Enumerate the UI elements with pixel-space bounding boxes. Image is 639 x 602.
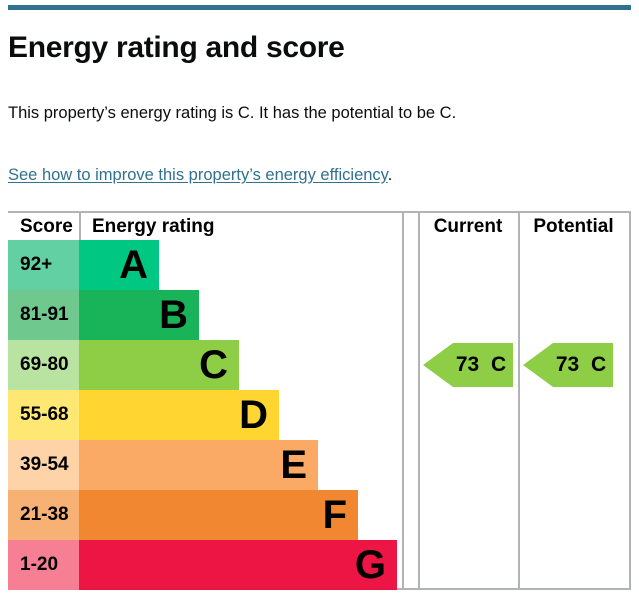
band-bar: D <box>79 390 279 440</box>
current-column-divider <box>418 213 420 588</box>
epc-chart: Score Energy rating Current Potential 92… <box>8 211 631 590</box>
link-suffix: . <box>387 166 393 184</box>
band-letter: D <box>239 393 268 437</box>
band-row: 1-20 G <box>8 540 402 590</box>
band-row: 39-54 E <box>8 440 402 490</box>
band-score-cell: 39-54 <box>8 440 79 490</box>
chart-header: Score Energy rating Current Potential <box>8 213 629 240</box>
band-score-label: 1-20 <box>20 554 59 575</box>
current-rating-label: 73 C <box>455 353 507 376</box>
summary-text: This property’s energy rating is C. It h… <box>8 104 457 122</box>
page-title: Energy rating and score <box>8 31 345 64</box>
band-row: 69-80 C <box>8 340 402 390</box>
potential-rating-arrow: 73 C <box>523 343 613 387</box>
band-bar: E <box>79 440 318 490</box>
rating-column-divider <box>402 213 404 588</box>
band-bar: B <box>79 290 199 340</box>
band-score-cell: 92+ <box>8 240 79 290</box>
improve-link[interactable]: See how to improve this property’s energ… <box>8 166 388 184</box>
band-row: 21-38 F <box>8 490 402 540</box>
band-score-cell: 81-91 <box>8 290 79 340</box>
band-letter: A <box>119 243 148 287</box>
band-row: 55-68 D <box>8 390 402 440</box>
potential-column-divider <box>518 213 520 588</box>
band-score-label: 21-38 <box>20 504 69 525</box>
band-letter: G <box>354 543 386 587</box>
band-letter: B <box>159 293 188 337</box>
score-column-divider <box>79 213 81 240</box>
band-row: 92+ A <box>8 240 402 290</box>
band-bar: C <box>79 340 239 390</box>
current-rating-arrow: 73 C <box>423 343 513 387</box>
accent-bar <box>8 5 631 10</box>
column-header-score: Score <box>20 216 73 237</box>
band-score-label: 81-91 <box>20 304 69 325</box>
band-score-label: 92+ <box>20 254 53 275</box>
band-bar: A <box>79 240 159 290</box>
potential-rating-label: 73 C <box>555 353 607 376</box>
band-letter: C <box>199 343 228 387</box>
band-score-label: 39-54 <box>20 454 69 475</box>
band-score-cell: 21-38 <box>8 490 79 540</box>
column-header-current: Current <box>433 216 503 237</box>
band-rows: 92+ A 81-91 B 69-80 C 55-68 D 39-54 <box>8 240 402 590</box>
band-letter: E <box>280 443 307 487</box>
band-score-cell: 1-20 <box>8 540 79 590</box>
band-bar: F <box>79 490 358 540</box>
band-row: 81-91 B <box>8 290 402 340</box>
improve-paragraph: See how to improve this property’s energ… <box>8 164 628 187</box>
band-letter: F <box>322 493 347 537</box>
band-bar: G <box>79 540 397 590</box>
band-score-cell: 55-68 <box>8 390 79 440</box>
band-score-label: 69-80 <box>20 354 69 375</box>
band-score-cell: 69-80 <box>8 340 79 390</box>
band-score-label: 55-68 <box>20 404 69 425</box>
column-header-energy-rating: Energy rating <box>92 216 215 237</box>
column-header-potential: Potential <box>533 216 614 237</box>
